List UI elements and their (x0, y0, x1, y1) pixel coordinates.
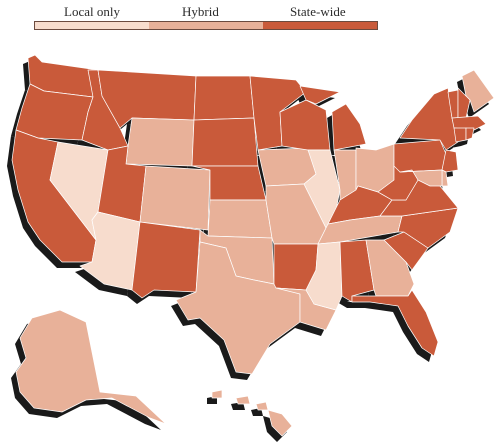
shadow-hi (207, 396, 287, 442)
state-ct (453, 127, 467, 143)
state-wy (125, 117, 195, 167)
legend-color-bar (34, 21, 378, 30)
legend-label-hybrid: Hybrid (182, 4, 219, 19)
state-mi (299, 85, 367, 151)
map-states (11, 54, 495, 437)
legend-swatch-hybrid (149, 22, 264, 29)
state-fl (351, 289, 439, 357)
legend-label-local-only: Local only (64, 4, 120, 19)
state-nd (193, 75, 255, 121)
legend-swatch-state-wide (263, 22, 377, 29)
state-co (139, 165, 211, 231)
legend-label-state-wide: State-wide (290, 4, 346, 19)
state-nh (457, 87, 471, 119)
state-tx (175, 241, 301, 375)
state-sc (383, 231, 429, 271)
state-nj (441, 149, 459, 173)
state-sd (191, 117, 259, 167)
state-ma (451, 115, 487, 131)
state-ms (305, 241, 343, 311)
legend-swatch-local-only (35, 22, 150, 29)
state-ak (15, 309, 167, 425)
state-ks (207, 199, 273, 239)
state-ca (11, 129, 97, 263)
state-ri (465, 127, 475, 141)
state-hi (211, 389, 293, 437)
legend-labels: Local only Hybrid State-wide (34, 4, 378, 19)
legend: Local only Hybrid State-wide (34, 4, 378, 30)
state-ia (257, 147, 317, 187)
state-md (399, 169, 443, 187)
state-pa (393, 139, 447, 173)
state-nm (131, 221, 201, 299)
